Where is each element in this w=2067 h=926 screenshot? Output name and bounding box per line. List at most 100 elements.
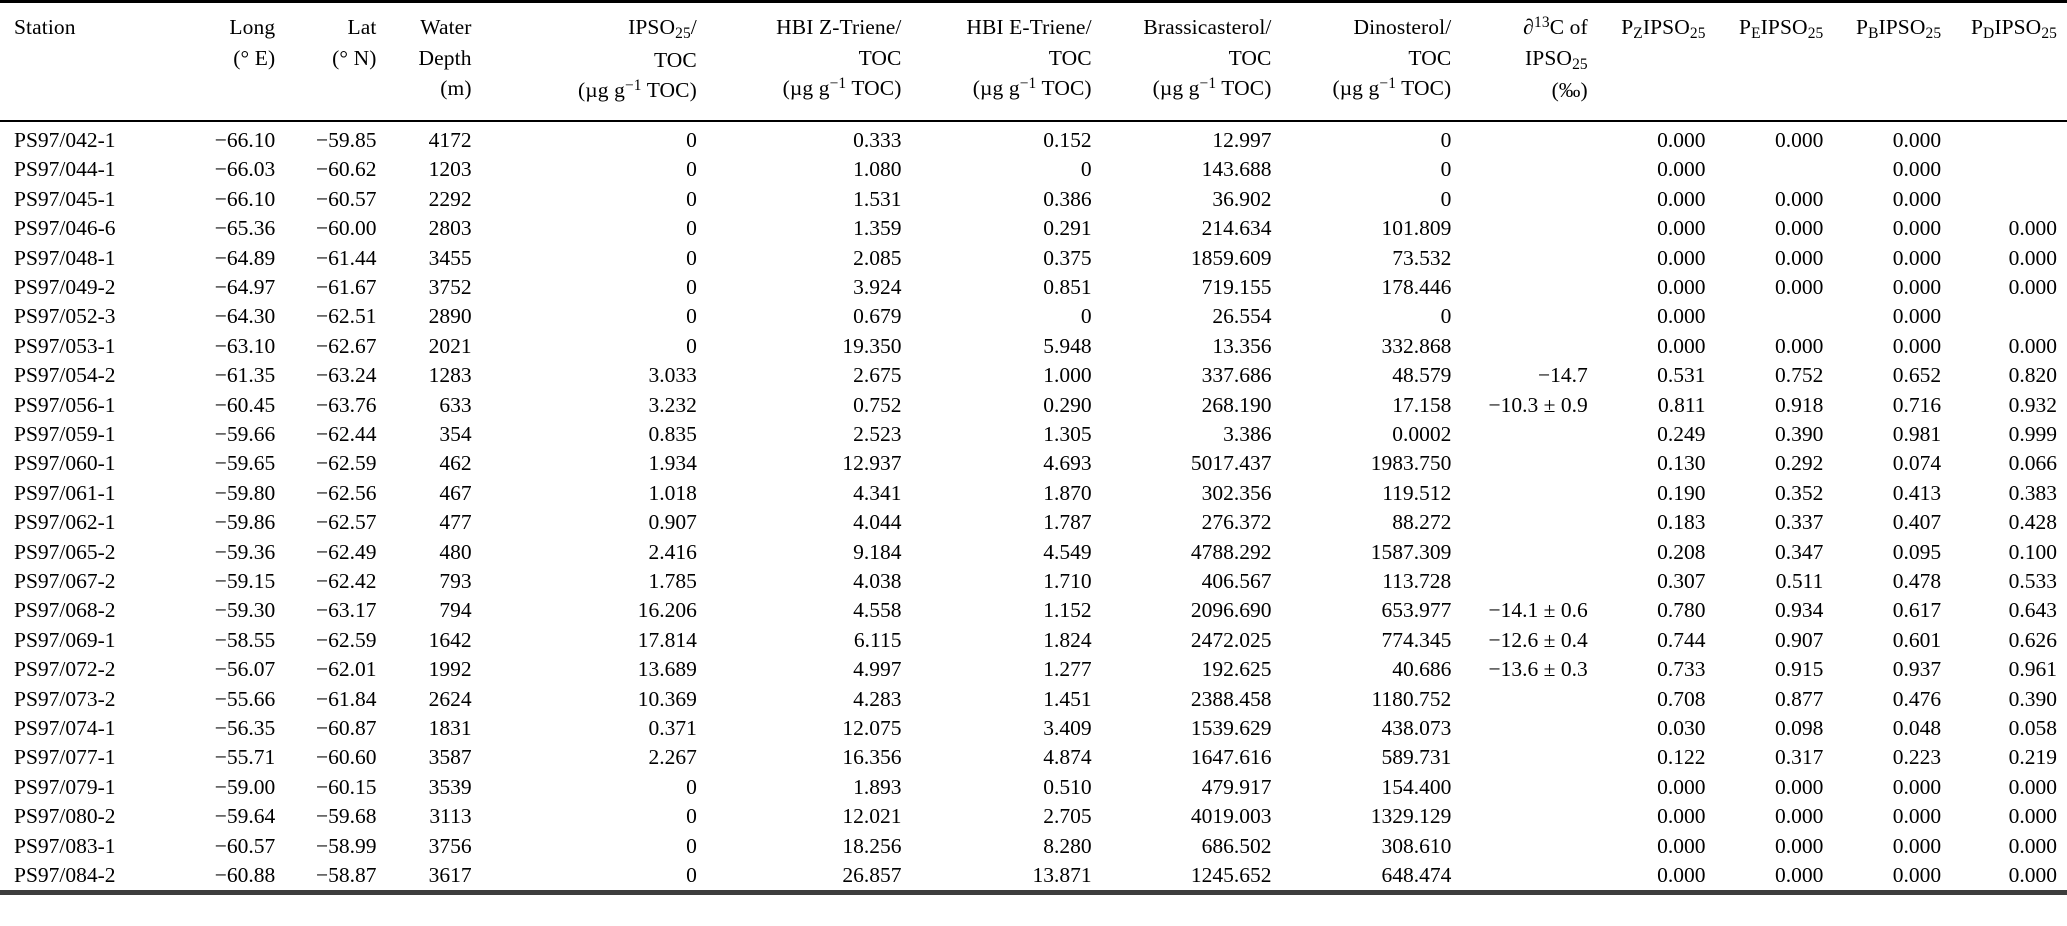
lat-cell: −60.60 xyxy=(315,745,377,770)
hbi-z-triene-toc-cell: 19.350 xyxy=(842,333,902,358)
table-row: PS97/054-2 −61.35 −63.24 1283 3.033 2.675 1.00… xyxy=(0,361,2067,390)
ipso25-toc-cell: 17.814 xyxy=(637,627,697,652)
lat-cell: −62.49 xyxy=(315,539,377,564)
pd-ipso25-cell: 0.066 xyxy=(2008,451,2057,476)
header-row: Station Long (° E) Lat (° N) Water Depth (m)… xyxy=(0,1,2067,122)
ipso25-toc-cell: 2.267 xyxy=(648,745,697,770)
water-depth-cell: 2803 xyxy=(428,216,472,241)
pb-ipso25-cell: 0.716 xyxy=(1892,392,1942,417)
brassicasterol-toc-cell: 5017.437 xyxy=(1190,451,1272,476)
table-row: PS97/048-1 −64.89 −61.44 3455 0 2.085 0.375 185… xyxy=(0,244,2067,273)
station-cell: PS97/079-1 xyxy=(14,774,116,799)
pz-ipso25-cell: 0.733 xyxy=(1657,657,1706,682)
d13c-of-ipso25-cell xyxy=(1461,802,1597,831)
long-cell: −59.00 xyxy=(214,774,276,799)
table-row: PS97/067-2 −59.15 −62.42 793 1.785 4.038 1.710… xyxy=(0,567,2067,596)
dinosterol-toc-cell: 1587.309 xyxy=(1370,539,1452,564)
d13c-of-ipso25-cell: −10.3 ± 0.9 xyxy=(1488,392,1588,417)
pe-ipso25-cell: 0.337 xyxy=(1774,510,1824,535)
pz-ipso25-cell: 0.030 xyxy=(1657,716,1706,740)
brassicasterol-toc-cell: 3.386 xyxy=(1223,421,1272,446)
water-depth-cell: 1992 xyxy=(428,657,472,682)
hbi-z-triene-toc-cell: 1.893 xyxy=(853,774,902,799)
pz-ipso25-cell: 0.000 xyxy=(1657,216,1706,241)
pz-ipso25-cell: 0.000 xyxy=(1657,804,1706,829)
hbi-z-triene-toc-cell: 4.044 xyxy=(853,510,902,535)
col-header-long: Long (° E) xyxy=(177,1,286,122)
pd-ipso25-cell: 0.533 xyxy=(2008,568,2057,593)
brassicasterol-toc-cell: 143.688 xyxy=(1201,157,1272,182)
dinosterol-toc-cell: 40.686 xyxy=(1392,657,1452,682)
pe-ipso25-cell: 0.511 xyxy=(1775,568,1824,593)
station-cell: PS97/074-1 xyxy=(14,716,116,740)
brassicasterol-toc-cell: 4788.292 xyxy=(1190,539,1272,564)
lat-cell: −61.67 xyxy=(315,274,377,299)
station-cell: PS97/042-1 xyxy=(14,127,116,152)
dinosterol-toc-cell: 774.345 xyxy=(1381,627,1452,652)
hbi-e-triene-toc-cell: 1.787 xyxy=(1043,510,1092,535)
lat-cell: −63.24 xyxy=(315,363,377,388)
hbi-e-triene-toc-cell: 0.290 xyxy=(1043,392,1092,417)
station-cell: PS97/053-1 xyxy=(14,333,116,358)
water-depth-cell: 2292 xyxy=(428,186,472,211)
hbi-e-triene-toc-cell: 5.948 xyxy=(1043,333,1092,358)
pd-ipso25-cell: 0.000 xyxy=(2008,774,2057,799)
lat-cell: −61.44 xyxy=(315,245,377,270)
d13c-of-ipso25-cell xyxy=(1461,685,1597,714)
pz-ipso25-cell: 0.000 xyxy=(1657,774,1706,799)
long-cell: −66.03 xyxy=(214,157,276,182)
lat-cell: −61.84 xyxy=(315,686,377,711)
d13c-of-ipso25-cell xyxy=(1461,214,1597,243)
dinosterol-toc-cell: 0.0002 xyxy=(1392,421,1452,446)
pd-ipso25-cell: 0.000 xyxy=(2008,804,2057,829)
ipso25-toc-cell: 0 xyxy=(686,304,697,329)
table-row: PS97/044-1 −66.03 −60.62 1203 0 1.080 0 143.688… xyxy=(0,155,2067,184)
hbi-z-triene-toc-cell: 1.080 xyxy=(853,157,902,182)
ipso25-toc-cell: 3.033 xyxy=(648,363,697,388)
ipso25-toc-cell: 0.371 xyxy=(648,716,697,740)
hbi-e-triene-toc-cell: 1.870 xyxy=(1043,480,1092,505)
pb-ipso25-cell: 0.000 xyxy=(1892,774,1942,799)
brassicasterol-toc-cell: 2388.458 xyxy=(1190,686,1272,711)
dinosterol-toc-cell: 1983.750 xyxy=(1370,451,1452,476)
col-header-hbi-z-triene-toc: HBI Z-Triene/TOC (µg g−1 TOC) xyxy=(706,1,912,122)
d13c-of-ipso25-cell xyxy=(1461,332,1597,361)
pe-ipso25-cell: 0.918 xyxy=(1774,392,1824,417)
water-depth-cell: 2021 xyxy=(428,333,472,358)
ipso25-toc-cell: 0.907 xyxy=(648,510,697,535)
long-cell: −63.10 xyxy=(214,333,276,358)
station-cell: PS97/054-2 xyxy=(14,363,116,388)
hbi-z-triene-toc-cell: 12.937 xyxy=(842,451,902,476)
station-cell: PS97/084-2 xyxy=(14,863,116,888)
hbi-z-triene-toc-cell: 4.038 xyxy=(853,568,902,593)
d13c-of-ipso25-cell xyxy=(1461,714,1597,743)
pe-ipso25-cell: 0.347 xyxy=(1774,539,1824,564)
hbi-e-triene-toc-cell: 0.386 xyxy=(1043,186,1092,211)
hbi-z-triene-toc-cell: 0.679 xyxy=(853,304,902,329)
table-row: PS97/053-1 −63.10 −62.67 2021 0 19.350 5.948 13… xyxy=(0,332,2067,361)
lat-cell: −62.59 xyxy=(315,627,377,652)
lat-cell: −60.62 xyxy=(315,157,377,182)
pz-ipso25-cell: 0.000 xyxy=(1657,186,1706,211)
dinosterol-toc-cell: 178.446 xyxy=(1381,274,1452,299)
dinosterol-toc-cell: 0 xyxy=(1440,157,1452,182)
water-depth-cell: 794 xyxy=(439,598,472,623)
hbi-e-triene-toc-cell: 1.305 xyxy=(1043,421,1092,446)
pz-ipso25-cell: 0.122 xyxy=(1657,745,1706,770)
pd-ipso25-cell: 0.390 xyxy=(2008,686,2057,711)
pe-ipso25-cell: 0.352 xyxy=(1774,480,1824,505)
hbi-z-triene-toc-cell: 4.341 xyxy=(853,480,902,505)
pb-ipso25-cell: 0.000 xyxy=(1892,274,1942,299)
water-depth-cell: 354 xyxy=(439,421,472,446)
hbi-e-triene-toc-cell: 1.710 xyxy=(1043,568,1092,593)
station-cell: PS97/059-1 xyxy=(14,421,116,446)
water-depth-cell: 1283 xyxy=(428,363,472,388)
station-cell: PS97/083-1 xyxy=(14,833,116,858)
pz-ipso25-cell: 0.000 xyxy=(1657,863,1706,888)
ipso25-toc-cell: 0 xyxy=(686,833,697,858)
station-cell: PS97/049-2 xyxy=(14,274,116,299)
pe-ipso25-cell: 0.000 xyxy=(1774,804,1824,829)
pe-ipso25-cell: 0.934 xyxy=(1774,598,1824,623)
long-cell: −60.57 xyxy=(214,833,276,858)
hbi-e-triene-toc-cell: 1.000 xyxy=(1043,363,1092,388)
